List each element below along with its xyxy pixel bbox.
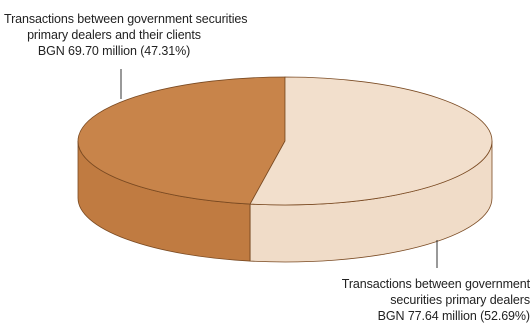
pie-slice-dealers xyxy=(249,76,493,206)
slice-label-clients-line-2: primary dealers and their clients xyxy=(27,28,201,42)
slice-label-clients-line-1: Transactions between government securiti… xyxy=(4,12,248,26)
slice-label-dealers-line-3: BGN 77.64 million (52.69%) xyxy=(377,309,530,323)
pie-slice-clients xyxy=(77,76,286,205)
slice-label-dealers-line-1: Transactions between government xyxy=(341,277,530,291)
slice-label-dealers-line-2: securities primary dealers xyxy=(390,293,530,307)
slice-label-clients: Transactions between government securiti… xyxy=(4,11,248,59)
slice-label-clients-line-3: BGN 69.70 million (47.31%) xyxy=(37,44,191,58)
slice-label-dealers: Transactions between government securiti… xyxy=(320,276,530,324)
